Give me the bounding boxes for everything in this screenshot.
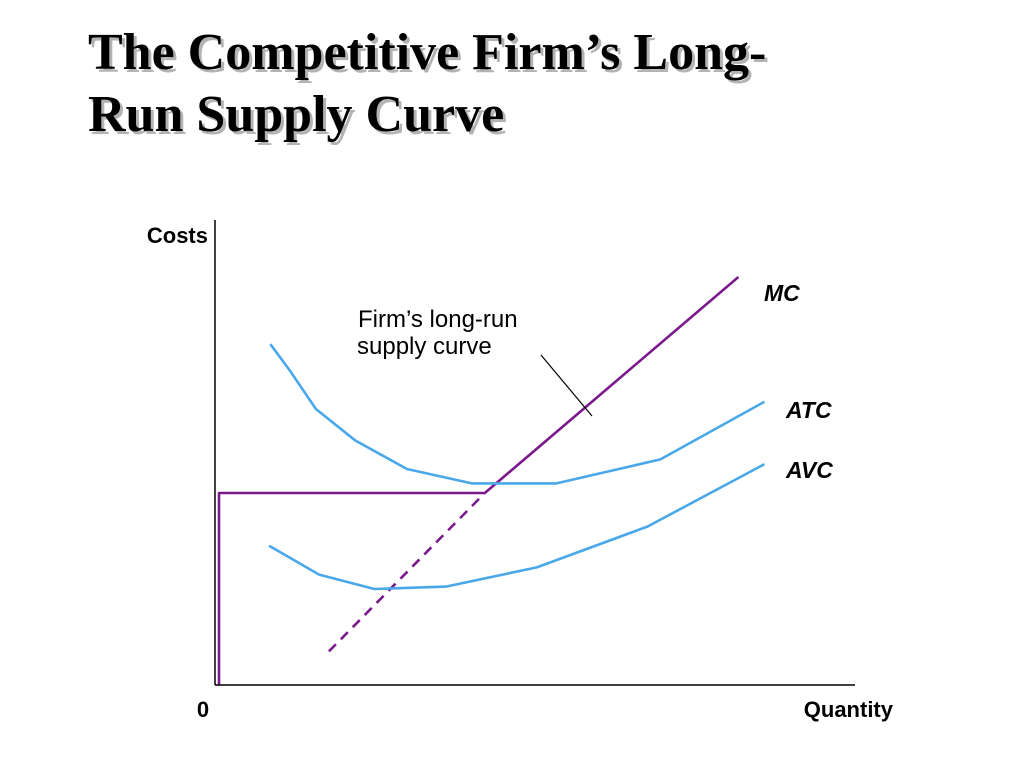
atc-curve [269,343,766,485]
x-axis-label: Quantity [804,697,894,722]
y-axis-label: Costs [147,223,208,248]
long-run-supply-curve [217,491,485,685]
slide-title-line-2: Run Supply Curve [88,86,505,143]
series-label-mc: MC [764,280,800,306]
annotation-line-1: Firm’s long-run [358,306,518,333]
series-label-atc: ATC [785,397,832,423]
slide-title-line-1: The Competitive Firm’s Long- [88,24,767,81]
annotation-pointer-line [540,354,593,417]
origin-label: 0 [197,697,209,722]
avc-curve [268,463,766,591]
annotation-line-2: supply curve [357,333,492,360]
mc-dashed-segment [327,492,486,653]
slide-title: The Competitive Firm’s Long- Run Supply … [88,22,988,146]
mc-curve [483,276,740,494]
curves-layer [217,276,766,685]
series-label-avc: AVC [785,457,833,483]
